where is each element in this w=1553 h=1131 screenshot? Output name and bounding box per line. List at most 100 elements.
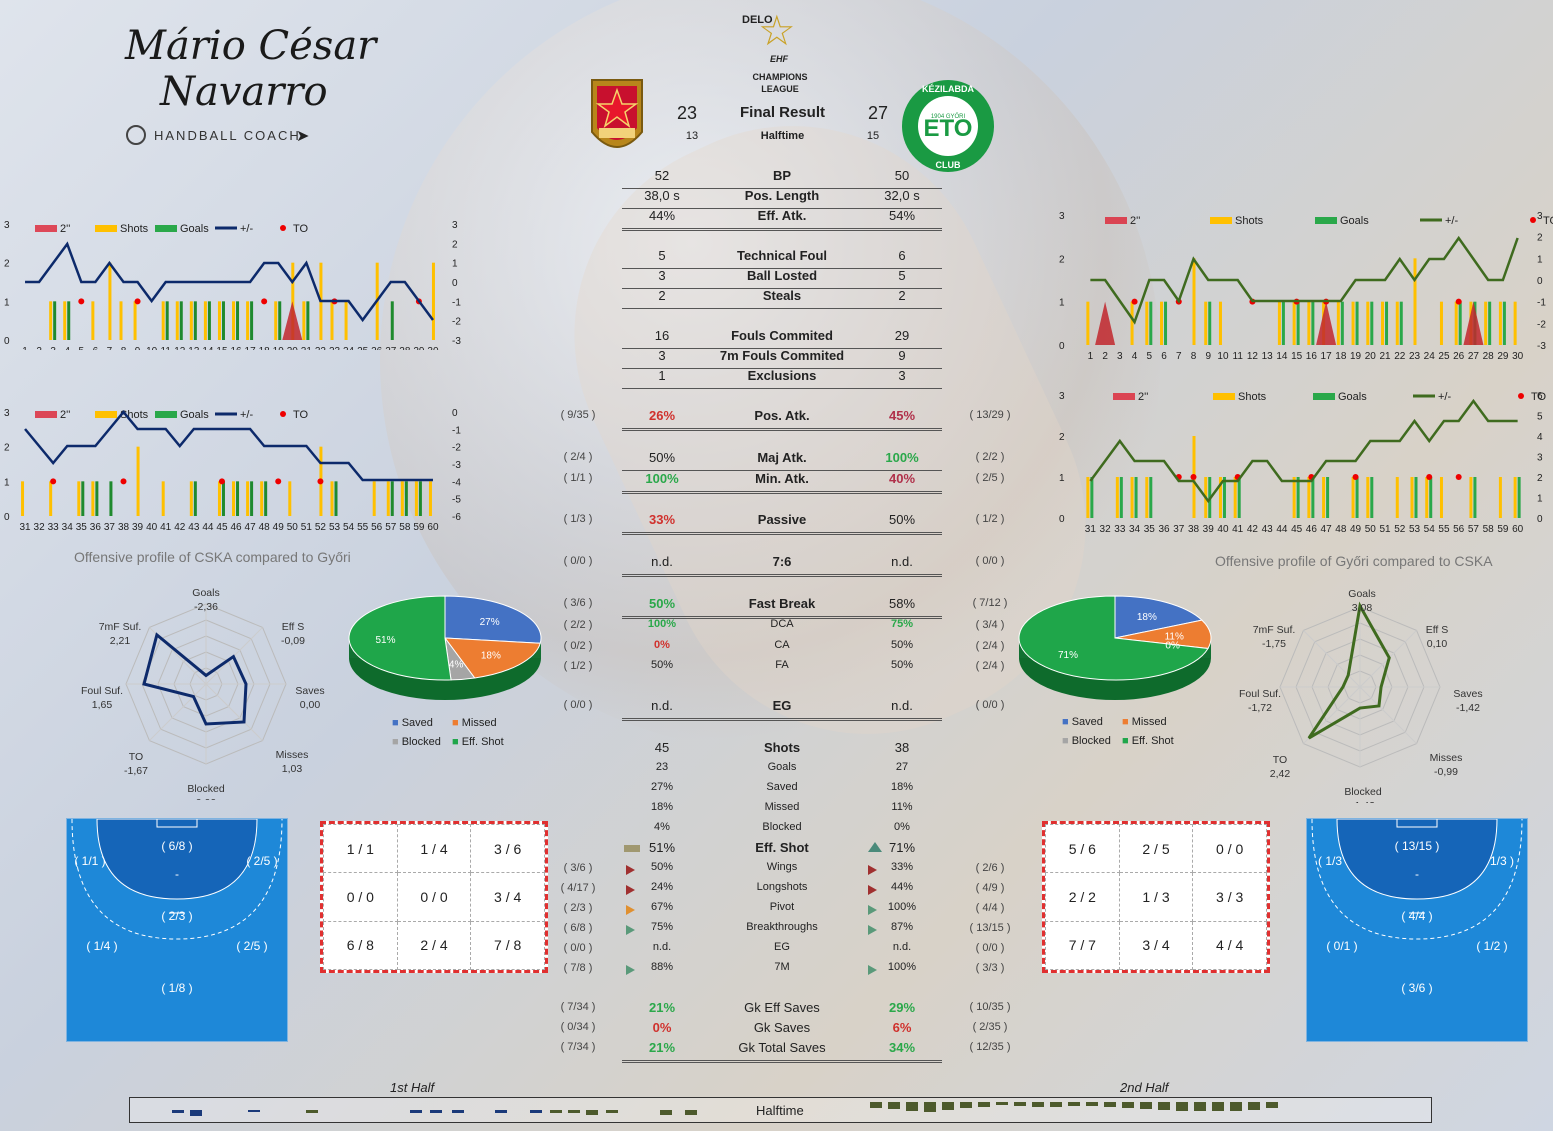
home-shot-pie: 27% 18% 4% 51% [348,595,542,700]
champions-text: CHAMPIONS [752,72,808,82]
pie-slice [1114,619,1212,649]
goal-zone-cell: 4 / 4 [1192,920,1267,971]
stat-row: 16 Fouls Commited 29 [622,328,942,349]
shot-bar [1192,258,1196,345]
shot-bar [1381,301,1385,345]
x-tick: 3 [1117,351,1123,362]
x-tick: 49 [273,522,285,533]
shot-bar [49,301,53,340]
shot-bar [63,301,67,340]
radar-label: Saves [1453,688,1482,700]
legend-pm: +/- [240,409,253,421]
stat-row: 50% Maj Atk. 100% [622,450,942,471]
two-min-marker [1105,217,1127,224]
half-event-bar [530,1110,542,1113]
x-tick: 42 [174,522,186,533]
saved-marker: ■ [392,717,399,729]
shot-bar [1395,477,1399,518]
stat-away: 29% [888,1000,916,1015]
y-tick-left: 0 [4,336,10,347]
ehf-logo: EHF [770,54,788,64]
legend-eff: Eff. Shot [461,736,504,748]
goal-zone-cell: 7 / 7 [1045,920,1120,971]
x-tick: 36 [1158,524,1170,535]
x-tick: 60 [1512,524,1524,535]
goal-zone-cell: 1 / 4 [396,823,472,874]
half-event-bar [1014,1102,1026,1106]
stat-away: 11% [891,801,913,813]
flag-icon [868,905,877,915]
stat-away: 50% [888,512,916,527]
x-tick: 23 [1409,351,1421,362]
half-event-bar [248,1110,260,1112]
stat-home-count: ( 2/2 ) [563,619,593,631]
stat-label: Gk Eff Saves [744,1000,820,1015]
goal-bar [1326,477,1330,518]
two-min-marker [35,411,57,418]
y-tick-right: 0 [1537,514,1543,525]
x-tick: 52 [1394,524,1406,535]
x-tick: 21 [1379,351,1391,362]
shot-bar [136,446,140,516]
turnover-dot [120,478,127,485]
x-tick: 15 [1291,351,1303,362]
x-tick: 46 [230,522,242,533]
delo-logo: DELO [742,14,773,26]
stat-label: 7:6 [772,554,792,569]
x-tick: 30 [1512,351,1524,362]
shot-bar [1469,477,1473,518]
blocked-marker: ■ [392,736,399,748]
half-event-bar [1122,1102,1134,1108]
shot-bar [1292,301,1296,345]
stat-home: 88% [650,961,674,973]
turnover-dot [1352,474,1359,480]
shot-bar [1130,301,1134,345]
stat-home: 0% [652,1020,672,1035]
x-tick: 6 [1161,351,1167,362]
goal-bar [390,481,394,516]
y-tick-right: -4 [452,477,461,488]
radar-value: -1,72 [1248,702,1272,714]
goal-zone-cell: 5 / 6 [1045,823,1120,874]
stat-label: Ball Losted [746,268,818,283]
half-event-bar [190,1110,202,1116]
stat-away-count: ( 10/35 ) [969,1001,1011,1013]
half-event-bar [996,1102,1008,1105]
stat-label: Goals [767,761,797,773]
stat-row: 2 Steals 2 [622,288,942,309]
stat-row: 100% Min. Atk. 40% [622,471,942,494]
goal-bar [165,301,169,340]
shot-bar [189,301,193,340]
x-tick: 36 [90,522,102,533]
to-marker [280,225,286,231]
goal-bar [1355,477,1359,518]
x-tick: 31 [19,522,31,533]
stat-row: 3 7m Fouls Commited 9 [622,348,942,369]
x-tick: 57 [1468,524,1480,535]
shot-bar [189,481,193,516]
stat-home-count: ( 0/0 ) [563,942,593,954]
shot-bar [161,481,165,516]
x-tick: 14 [202,346,214,350]
x-tick: 18 [259,346,271,350]
shot-bar [1277,301,1281,345]
x-tick: 47 [245,522,257,533]
stat-home: 21% [648,1000,676,1015]
turnover-dot [317,478,324,485]
stat-away: 100% [885,450,919,465]
x-tick: 1 [22,346,28,350]
legend-missed: Missed [461,717,497,729]
radar-axis [1359,686,1417,744]
radar-label: 7mF Suf. [99,621,142,633]
turnover-dot [1131,298,1138,305]
radar-value: 1,65 [92,699,113,711]
stat-label: Eff. Atk. [757,208,807,223]
svg-text:1904 GYŐRI: 1904 GYŐRI [931,113,966,120]
shot-bar [414,481,418,516]
goal-bar [264,481,268,516]
first-half-label: 1st Half [390,1080,435,1095]
goal-bar [179,301,183,340]
stat-home: 100% [645,471,679,486]
radar-label: Eff S [1426,624,1449,636]
